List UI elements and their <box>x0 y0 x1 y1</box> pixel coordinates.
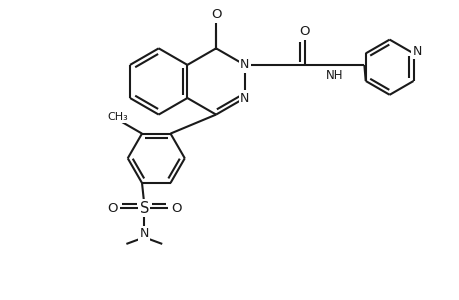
Text: N: N <box>140 227 149 240</box>
Text: CH₃: CH₃ <box>107 112 128 122</box>
Text: O: O <box>299 25 309 38</box>
Text: O: O <box>106 202 117 215</box>
Text: NH: NH <box>325 68 342 82</box>
Text: S: S <box>140 201 149 216</box>
Text: N: N <box>412 45 421 58</box>
Text: O: O <box>210 8 221 21</box>
Text: N: N <box>240 58 249 71</box>
Text: N: N <box>240 92 249 104</box>
Text: O: O <box>171 202 181 215</box>
